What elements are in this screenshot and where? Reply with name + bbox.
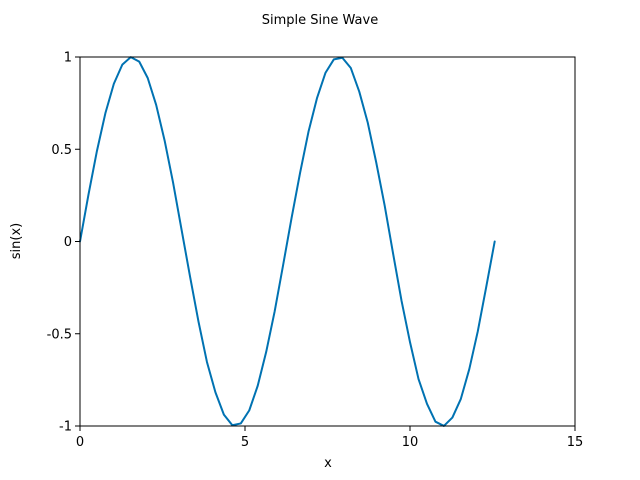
y-tick-label: 0.5 [51, 143, 72, 158]
series-line-0 [79, 56, 496, 427]
chart-title: Simple Sine Wave [262, 13, 378, 28]
y-tick-label: -0.5 [47, 327, 72, 342]
plot-frame [79, 56, 576, 427]
y-tick-label: -1 [59, 420, 72, 435]
y-axis-label: sin(x) [9, 223, 24, 259]
plot-area: 0 5 10 15 -1 -0.5 0 0.5 1 [47, 51, 584, 451]
x-tick-label: 10 [402, 435, 419, 450]
x-tick-label: 0 [76, 435, 84, 450]
y-tick-label: 0 [64, 235, 72, 250]
x-tick-label: 15 [567, 435, 584, 450]
x-tick-label: 5 [241, 435, 249, 450]
y-tick-label: 1 [64, 51, 72, 66]
x-axis-label: x [324, 456, 332, 471]
